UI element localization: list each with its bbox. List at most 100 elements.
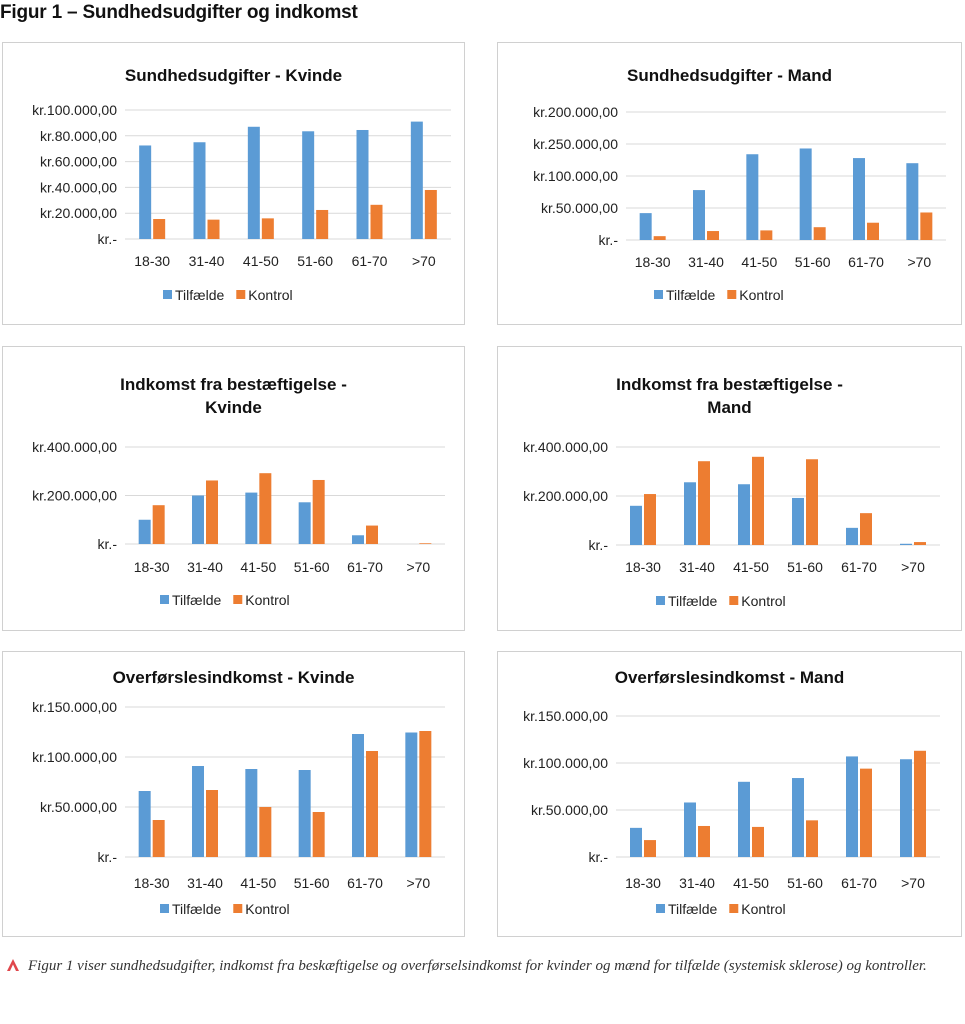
bar-kontrol <box>206 480 218 544</box>
chart-title: Mand <box>707 398 751 417</box>
legend-swatch-kontrol <box>729 904 739 913</box>
x-tick-label: 41-50 <box>733 559 769 575</box>
x-tick-label: 31-40 <box>187 559 223 575</box>
bar-kontrol <box>760 230 773 240</box>
bar-tilfaelde <box>792 497 804 545</box>
bar-kontrol <box>860 768 872 857</box>
figure-title: Figur 1 – Sundhedsudgifter og indkomst <box>0 2 358 23</box>
legend-label-kontrol: Kontrol <box>739 287 783 303</box>
chart-title: Overførslesindkomst - Kvinde <box>113 668 355 687</box>
bar-tilfaelde <box>192 495 204 544</box>
x-tick-label: >70 <box>901 875 925 891</box>
x-tick-label: 18-30 <box>134 253 170 269</box>
bar-tilfaelde <box>738 484 750 545</box>
chart-title: Sundhedsudgifter - Kvinde <box>125 66 342 85</box>
legend-swatch-kontrol <box>236 290 246 299</box>
bar-chart: Indkomst fra bestæftigelse - Kvinde kr.- kr… <box>32 375 445 608</box>
bar-tilfaelde <box>846 527 858 545</box>
bar-kontrol <box>867 222 879 240</box>
legend-swatch-tilfaelde <box>163 290 172 299</box>
bar-kontrol <box>707 231 719 240</box>
chart-panel-health-women: Sundhedsudgifter - Kvinde kr.- kr.20.000,0… <box>2 42 465 325</box>
x-tick-label: >70 <box>406 875 430 891</box>
y-tick-label: kr.20.000,00 <box>40 205 117 221</box>
bar-kontrol <box>261 218 274 239</box>
legend-swatch-kontrol <box>727 290 737 299</box>
bar-kontrol <box>653 236 666 240</box>
y-tick-label: kr.60.000,00 <box>40 154 117 170</box>
bar-kontrol <box>153 219 166 239</box>
x-tick-label: 41-50 <box>240 559 276 575</box>
bar-tilfaelde <box>405 732 418 857</box>
bar-kontrol <box>914 750 926 857</box>
y-tick-label: kr.100.000,00 <box>533 168 618 184</box>
y-tick-label: kr.- <box>98 849 118 865</box>
bar-kontrol <box>366 525 378 544</box>
chart-panel-employment-women: Indkomst fra bestæftigelse - Kvinde kr.- kr… <box>2 346 465 631</box>
x-tick-label: 31-40 <box>679 559 715 575</box>
legend-label-tilfaelde: Tilfælde <box>172 592 221 608</box>
legend-label-kontrol: Kontrol <box>245 592 289 608</box>
legend-label-kontrol: Kontrol <box>245 901 289 917</box>
bar-kontrol <box>316 209 329 239</box>
bar-tilfaelde <box>139 145 152 239</box>
bar-kontrol <box>806 820 818 857</box>
bar-chart: Overførslesindkomst - Kvinde kr.- kr.50.00… <box>32 668 445 917</box>
bar-tilfaelde <box>192 766 204 857</box>
bar-kontrol <box>644 494 656 545</box>
legend-swatch-tilfaelde <box>160 904 169 913</box>
bar-tilfaelde <box>684 482 696 545</box>
bar-kontrol <box>914 542 926 545</box>
bar-tilfaelde <box>245 769 258 857</box>
bar-tilfaelde <box>906 163 919 240</box>
y-tick-label: kr.400.000,00 <box>523 439 608 455</box>
x-tick-label: 61-70 <box>347 559 383 575</box>
y-tick-label: kr.150.000,00 <box>523 708 608 724</box>
chart-title: Indkomst fra bestæftigelse - <box>120 375 347 394</box>
y-tick-label: kr.- <box>589 537 609 553</box>
y-tick-label: kr.40.000,00 <box>40 179 117 195</box>
y-tick-label: kr.400.000,00 <box>32 439 117 455</box>
legend-label-kontrol: Kontrol <box>741 593 785 609</box>
y-tick-label: kr.150.000,00 <box>32 699 117 715</box>
legend-swatch-kontrol <box>729 596 739 605</box>
y-tick-label: kr.200.000,00 <box>533 104 618 120</box>
bar-tilfaelde <box>193 142 206 239</box>
x-tick-label: >70 <box>406 559 430 575</box>
figure-caption: Figur 1 viser sundhedsudgifter, indkomst… <box>6 957 956 977</box>
bar-kontrol <box>813 227 826 240</box>
x-tick-label: 61-70 <box>347 875 383 891</box>
x-tick-label: 41-50 <box>240 875 276 891</box>
bar-kontrol <box>370 204 383 239</box>
bar-tilfaelde <box>639 213 652 240</box>
x-tick-label: 51-60 <box>297 253 333 269</box>
x-tick-label: 41-50 <box>741 254 777 270</box>
bar-kontrol <box>152 505 165 544</box>
bar-kontrol <box>207 219 220 239</box>
chart-title: Kvinde <box>205 398 262 417</box>
x-tick-label: 31-40 <box>679 875 715 891</box>
bar-tilfaelde <box>738 781 750 857</box>
bar-kontrol <box>312 812 325 857</box>
bar-tilfaelde <box>799 148 812 240</box>
legend-swatch-kontrol <box>233 904 243 913</box>
bar-kontrol <box>312 479 325 544</box>
x-tick-label: 51-60 <box>294 559 330 575</box>
y-tick-label: kr.100.000,00 <box>32 749 117 765</box>
bar-kontrol <box>920 212 933 240</box>
y-tick-label: kr.50.000,00 <box>541 200 618 216</box>
x-tick-label: >70 <box>901 559 925 575</box>
bar-kontrol <box>698 825 710 857</box>
chart-panel-health-men: Sundhedsudgifter - Mand kr.- kr.50.000,00 k… <box>497 42 962 325</box>
x-tick-label: 51-60 <box>294 875 330 891</box>
x-tick-label: 41-50 <box>733 875 769 891</box>
x-tick-label: 18-30 <box>625 559 661 575</box>
bar-tilfaelde <box>298 502 311 544</box>
legend-label-tilfaelde: Tilfælde <box>666 287 715 303</box>
bar-tilfaelde <box>302 131 315 239</box>
x-tick-label: 51-60 <box>787 559 823 575</box>
y-tick-label: kr.100.000,00 <box>523 755 608 771</box>
legend-label-tilfaelde: Tilfælde <box>175 287 224 303</box>
chart-panel-employment-men: Indkomst fra bestæftigelse - Mand kr.- kr.2… <box>497 346 962 631</box>
x-tick-label: >70 <box>412 253 436 269</box>
